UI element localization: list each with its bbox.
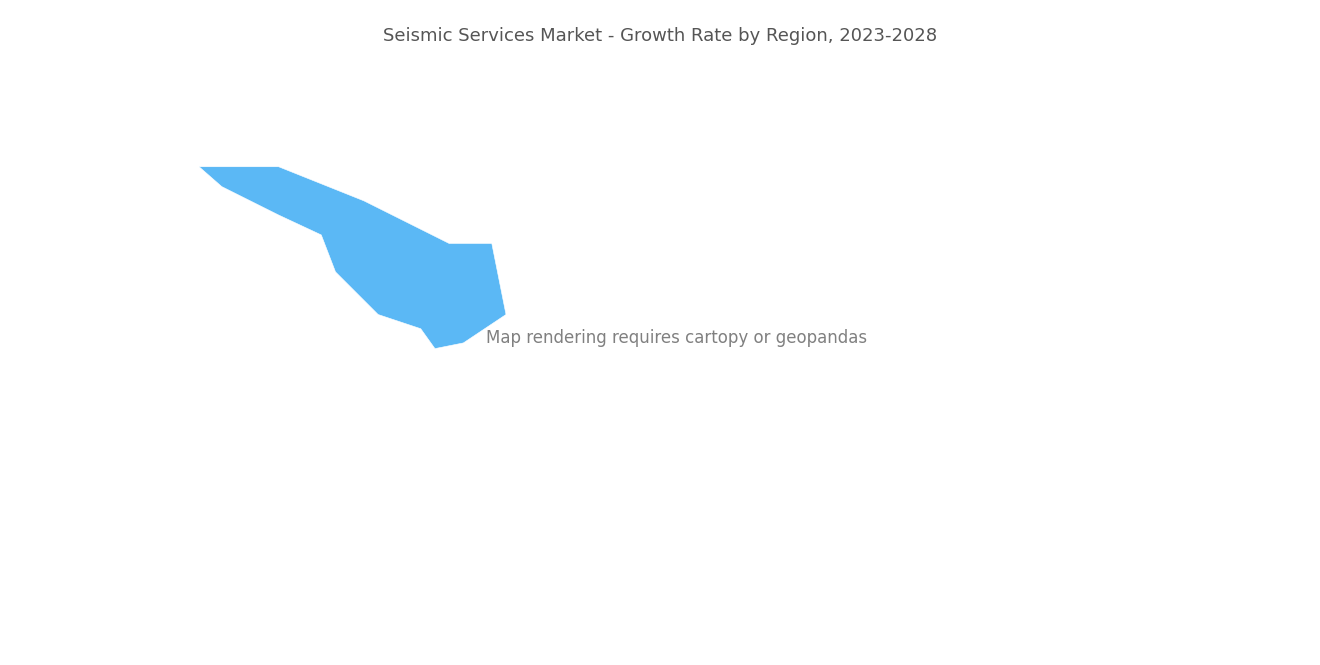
Text: Seismic Services Market - Growth Rate by Region, 2023-2028: Seismic Services Market - Growth Rate by…	[383, 27, 937, 45]
Polygon shape	[199, 167, 506, 348]
Text: Map rendering requires cartopy or geopandas: Map rendering requires cartopy or geopan…	[486, 329, 867, 347]
